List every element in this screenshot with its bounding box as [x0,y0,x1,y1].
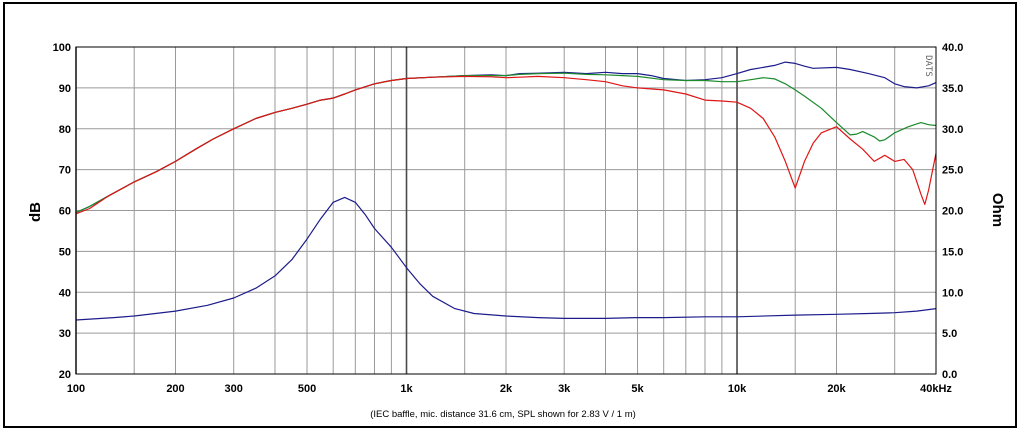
x-tick-label: 300 [225,383,243,395]
y-left-tick-label: 100 [53,42,71,54]
y-right-tick-label: 20.0 [942,206,963,218]
x-tick-label: 5k [631,383,644,395]
y-right-tick-label: 10.0 [942,287,963,299]
y-left-tick-label: 40 [59,287,71,299]
series-group [75,61,937,321]
x-tick-label: 500 [298,383,316,395]
x-tick-label: 200 [166,383,184,395]
y-right-tick-label: 40.0 [942,42,963,54]
tick-labels: 100 200 300 500 1k 2k 3k 5k 10k 20k 40kHz 20 30 40 50 6… [53,42,964,395]
y-right-tick-label: 0.0 [942,369,957,381]
y-right-tick-label: 35.0 [942,83,963,95]
y-right-tick-label: 5.0 [942,328,957,340]
x-tick-label: 100 [67,383,85,395]
x-tick-label: 1k [400,383,413,395]
y-left-tick-label: 20 [59,369,71,381]
y-left-tick-label: 30 [59,328,71,340]
y-right-tick-label: 15.0 [942,246,963,258]
y-left-tick-label: 60 [59,206,71,218]
y-left-tick-label: 70 [59,165,71,177]
x-tick-label: 10k [728,383,747,395]
x-tick-label: 20k [827,383,846,395]
watermark: DATS [923,55,933,77]
chart-caption: (IEC baffle, mic. distance 31.6 cm, SPL … [370,409,636,420]
plot-border [75,46,937,375]
chart-frame: 100 200 300 500 1k 2k 3k 5k 10k 20k 40kHz 20 30 40 50 6… [3,2,1017,428]
y-left-tick-label: 50 [59,246,71,258]
x-tick-label: 40kHz [920,383,952,395]
x-tick-label: 2k [500,383,513,395]
frequency-response-chart: 100 200 300 500 1k 2k 3k 5k 10k 20k 40kHz 20 30 40 50 6… [27,42,1006,420]
y-right-tick-label: 30.0 [942,124,963,136]
y-left-tick-label: 80 [59,124,71,136]
y-left-tick-label: 90 [59,83,71,95]
y-axis-left-title: dB [27,202,44,222]
y-axis-right-title: Ohm [989,193,1006,227]
series-line-4 [75,196,937,321]
y-right-tick-label: 25.0 [942,165,963,177]
x-tick-label: 3k [558,383,571,395]
series-line-3 [75,75,937,215]
